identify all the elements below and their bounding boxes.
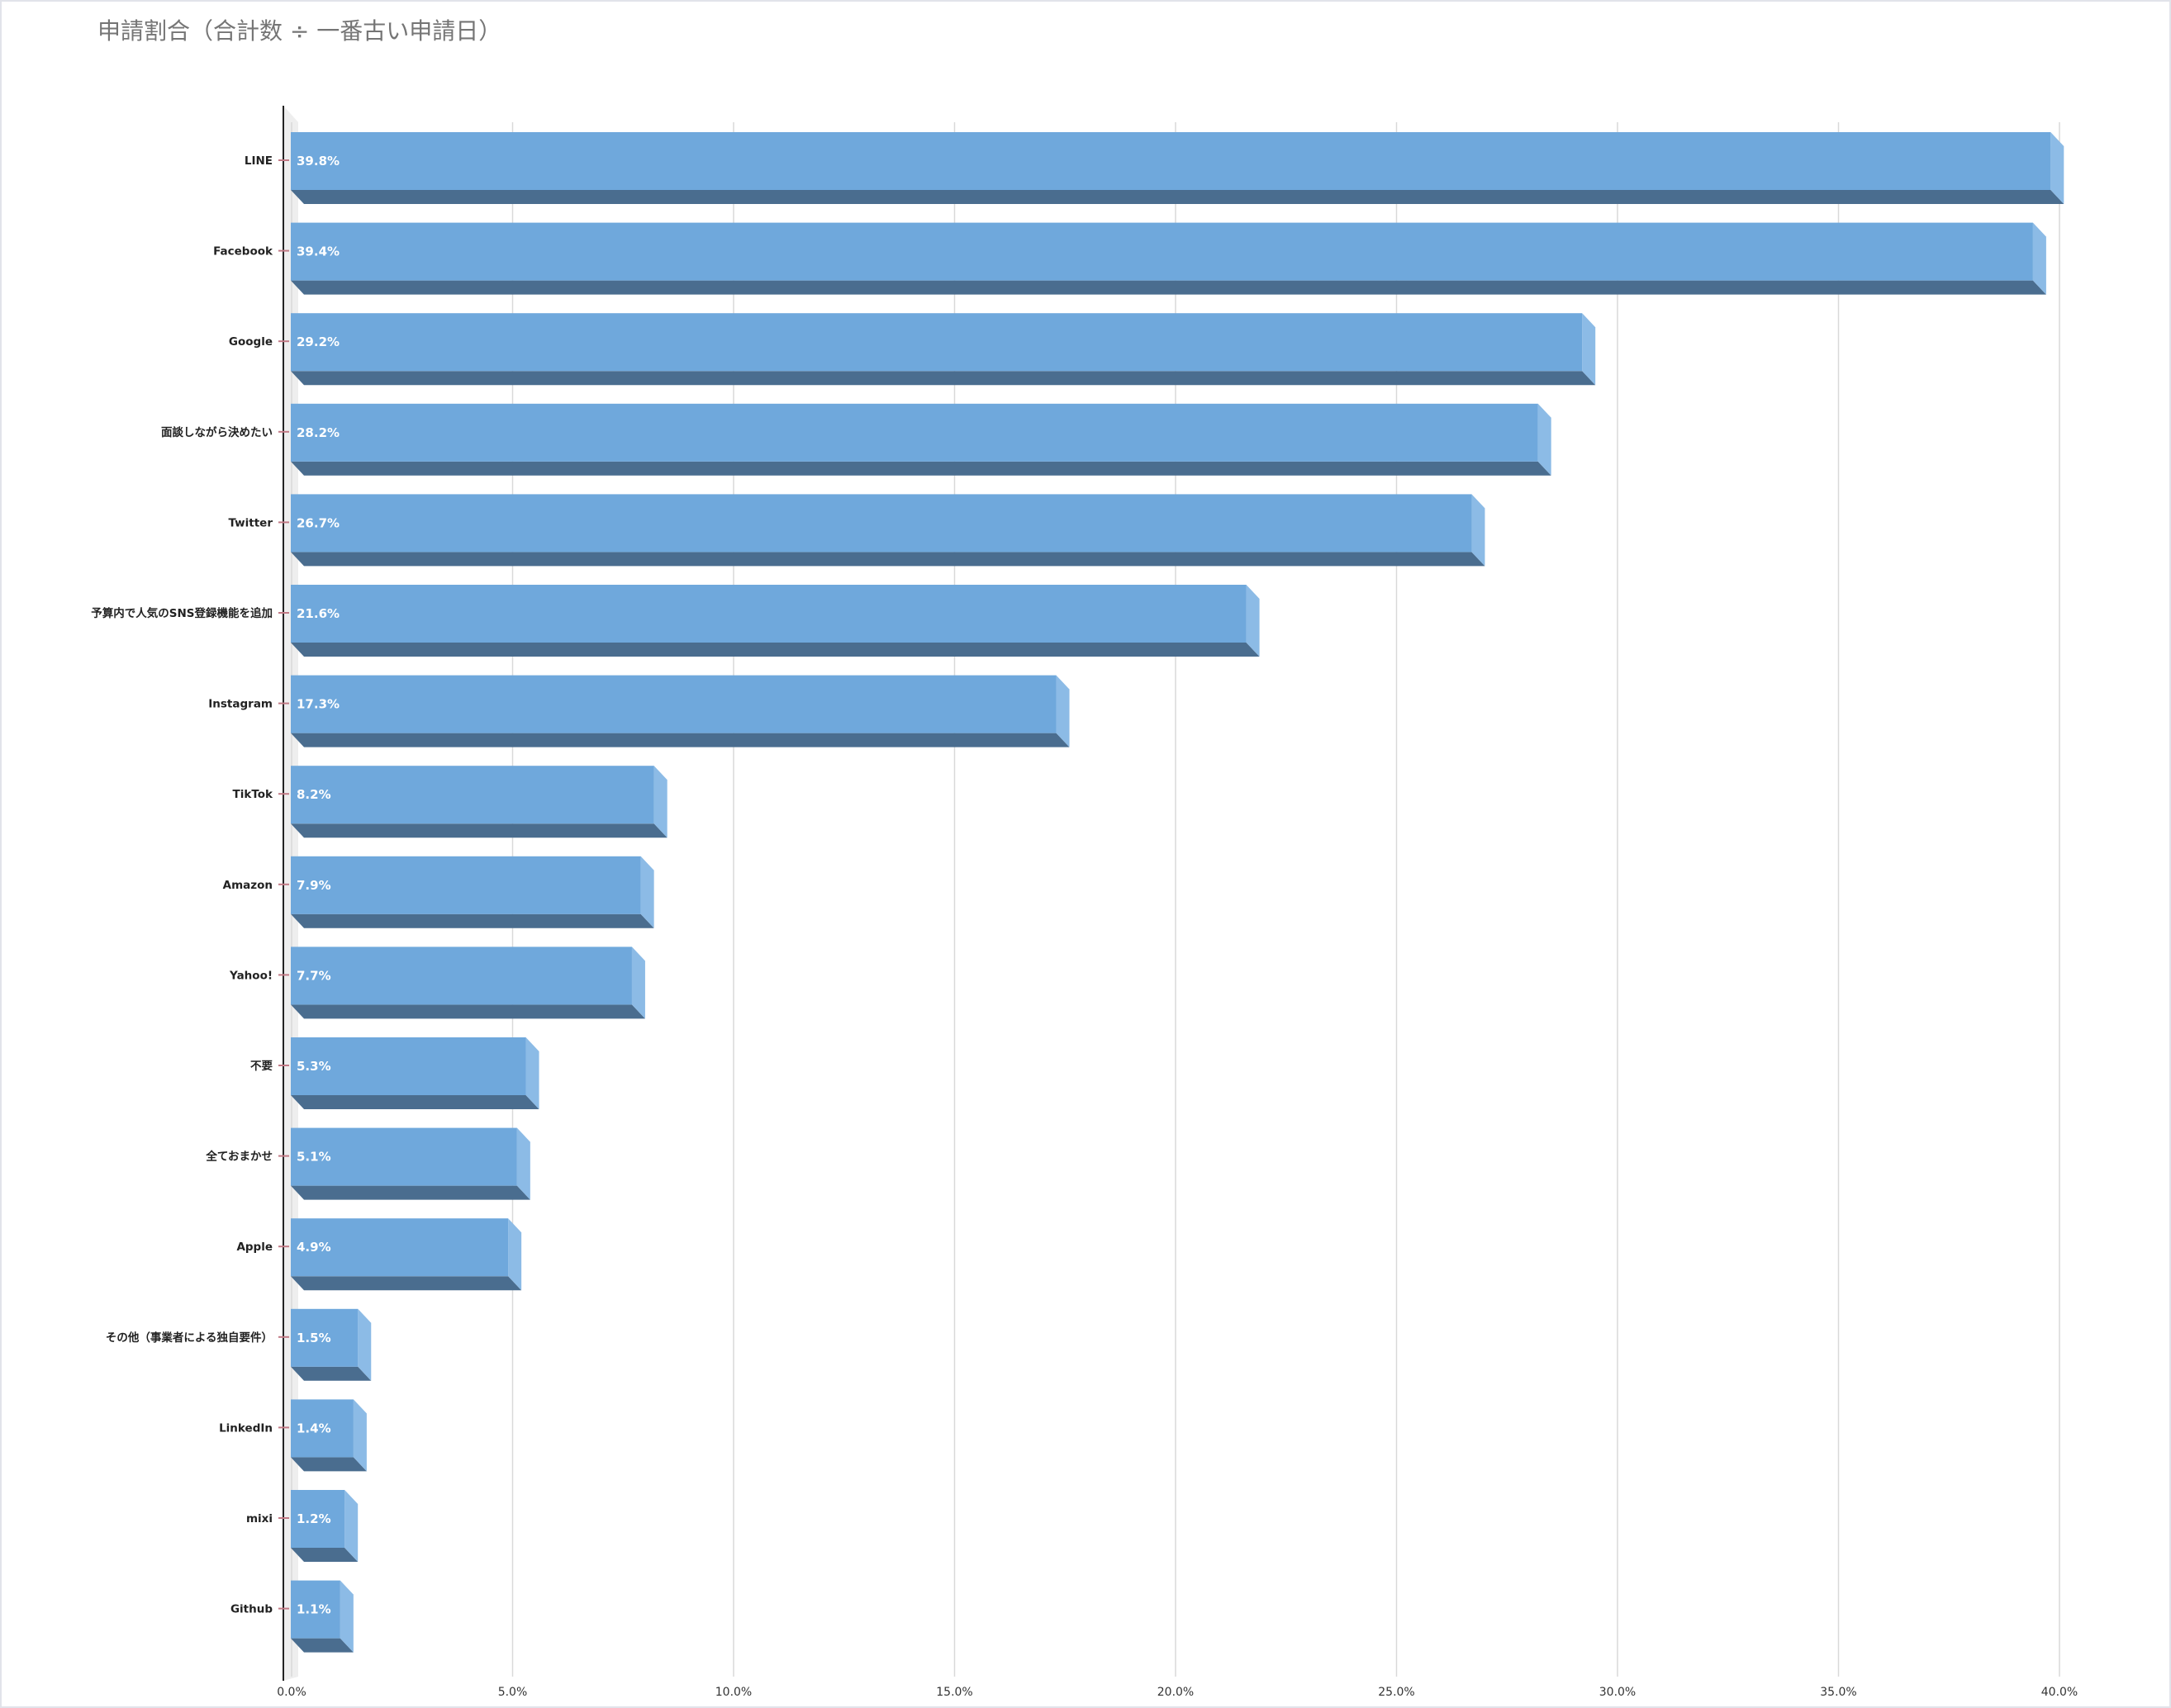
bar-side-face <box>340 1580 354 1653</box>
data-label: 1.5% <box>297 1331 331 1345</box>
category-label: Facebook <box>213 245 273 259</box>
category-label: mixi <box>246 1512 273 1525</box>
bar-bottom-face <box>291 461 1551 476</box>
data-label: 5.3% <box>297 1059 331 1074</box>
data-label: 39.8% <box>297 154 340 168</box>
bar-side-face <box>508 1218 522 1291</box>
category-label: LINE <box>245 154 273 168</box>
bar-bottom-face <box>291 1004 645 1019</box>
bar[interactable] <box>291 1127 517 1186</box>
bar[interactable] <box>291 313 1583 372</box>
chart-title: 申請割合（合計数 ÷ 一番古い申請日） <box>97 17 502 45</box>
bar-bottom-face <box>291 1095 539 1109</box>
category-label: LinkedIn <box>219 1421 273 1435</box>
bar-side-face <box>516 1127 530 1200</box>
data-label: 1.4% <box>297 1421 331 1435</box>
bar-bottom-face <box>291 643 1260 657</box>
bar-bottom-face <box>291 1185 530 1200</box>
bar-side-face <box>353 1399 367 1472</box>
bar-side-face <box>1471 494 1485 567</box>
bar-bottom-face <box>291 913 654 928</box>
bar-bottom-face <box>291 1548 359 1562</box>
bar-bottom-face <box>291 1457 367 1472</box>
bar[interactable] <box>291 403 1538 462</box>
category-label: 予算内で人気のSNS登録機能を追加 <box>91 606 273 620</box>
bar-bottom-face <box>291 823 667 838</box>
bar[interactable] <box>291 1308 359 1367</box>
data-label: 8.2% <box>297 787 331 802</box>
category-label: Apple <box>236 1241 273 1254</box>
bar-side-face <box>358 1308 372 1381</box>
bar[interactable] <box>291 1218 509 1277</box>
bar-side-face <box>525 1037 539 1109</box>
data-label: 26.7% <box>297 515 340 530</box>
bar-bottom-face <box>291 552 1485 567</box>
x-tick-label: 15.0% <box>936 1686 972 1699</box>
data-label: 39.4% <box>297 244 340 259</box>
category-label: その他（事業者による独自要件） <box>106 1331 273 1345</box>
category-label: Instagram <box>208 698 273 711</box>
data-label: 7.9% <box>297 878 331 893</box>
data-label: 17.3% <box>297 697 340 712</box>
bar-bottom-face <box>291 371 1596 386</box>
bar-side-face <box>344 1490 359 1562</box>
category-label: Amazon <box>223 879 273 892</box>
bar-bottom-face <box>291 1366 372 1381</box>
x-tick-label: 5.0% <box>498 1686 528 1699</box>
bar[interactable] <box>291 585 1247 643</box>
bar-side-face <box>653 766 667 838</box>
bar-side-face <box>1246 585 1260 657</box>
data-label: 29.2% <box>297 334 340 349</box>
bar[interactable] <box>291 494 1472 553</box>
category-label: TikTok <box>233 788 274 801</box>
bar[interactable] <box>291 766 654 824</box>
category-label: Twitter <box>228 516 273 529</box>
x-tick-label: 25.0% <box>1378 1686 1414 1699</box>
bar-bottom-face <box>291 1638 354 1653</box>
category-label: Github <box>230 1603 273 1616</box>
category-label: 面談しながら決めたい <box>161 425 273 439</box>
category-label: Yahoo! <box>229 969 273 982</box>
data-label: 5.1% <box>297 1150 331 1165</box>
bar-side-face <box>1056 675 1070 747</box>
data-label: 7.7% <box>297 968 331 983</box>
bar-bottom-face <box>291 190 2064 204</box>
bar[interactable] <box>291 1399 354 1458</box>
bar-side-face <box>2050 132 2064 204</box>
bar[interactable] <box>291 1037 526 1095</box>
bar[interactable] <box>291 675 1057 733</box>
bar-side-face <box>1537 403 1551 476</box>
bar[interactable] <box>291 222 2033 281</box>
bar[interactable] <box>291 1580 340 1639</box>
bar-side-face <box>1582 313 1596 386</box>
data-label: 21.6% <box>297 606 340 621</box>
data-label: 4.9% <box>297 1240 331 1255</box>
category-label: 全ておまかせ <box>205 1150 273 1164</box>
bar-side-face <box>631 947 645 1019</box>
bar-side-face <box>640 856 654 928</box>
bar[interactable] <box>291 1490 345 1548</box>
data-label: 28.2% <box>297 425 340 440</box>
x-tick-label: 20.0% <box>1157 1686 1194 1699</box>
x-tick-label: 0.0% <box>277 1686 306 1699</box>
bar[interactable] <box>291 132 2051 190</box>
x-tick-label: 30.0% <box>1599 1686 1636 1699</box>
category-label: 不要 <box>250 1060 273 1073</box>
bar-bottom-face <box>291 1276 522 1291</box>
bar-bottom-face <box>291 733 1070 747</box>
data-label: 1.2% <box>297 1511 331 1526</box>
bar-bottom-face <box>291 280 2046 295</box>
x-tick-label: 40.0% <box>2041 1686 2078 1699</box>
bar[interactable] <box>291 856 641 914</box>
data-label: 1.1% <box>297 1602 331 1617</box>
x-tick-label: 10.0% <box>715 1686 752 1699</box>
category-label: Google <box>229 335 273 349</box>
bar-side-face <box>2032 222 2046 295</box>
bar[interactable] <box>291 947 632 1005</box>
x-tick-label: 35.0% <box>1820 1686 1856 1699</box>
